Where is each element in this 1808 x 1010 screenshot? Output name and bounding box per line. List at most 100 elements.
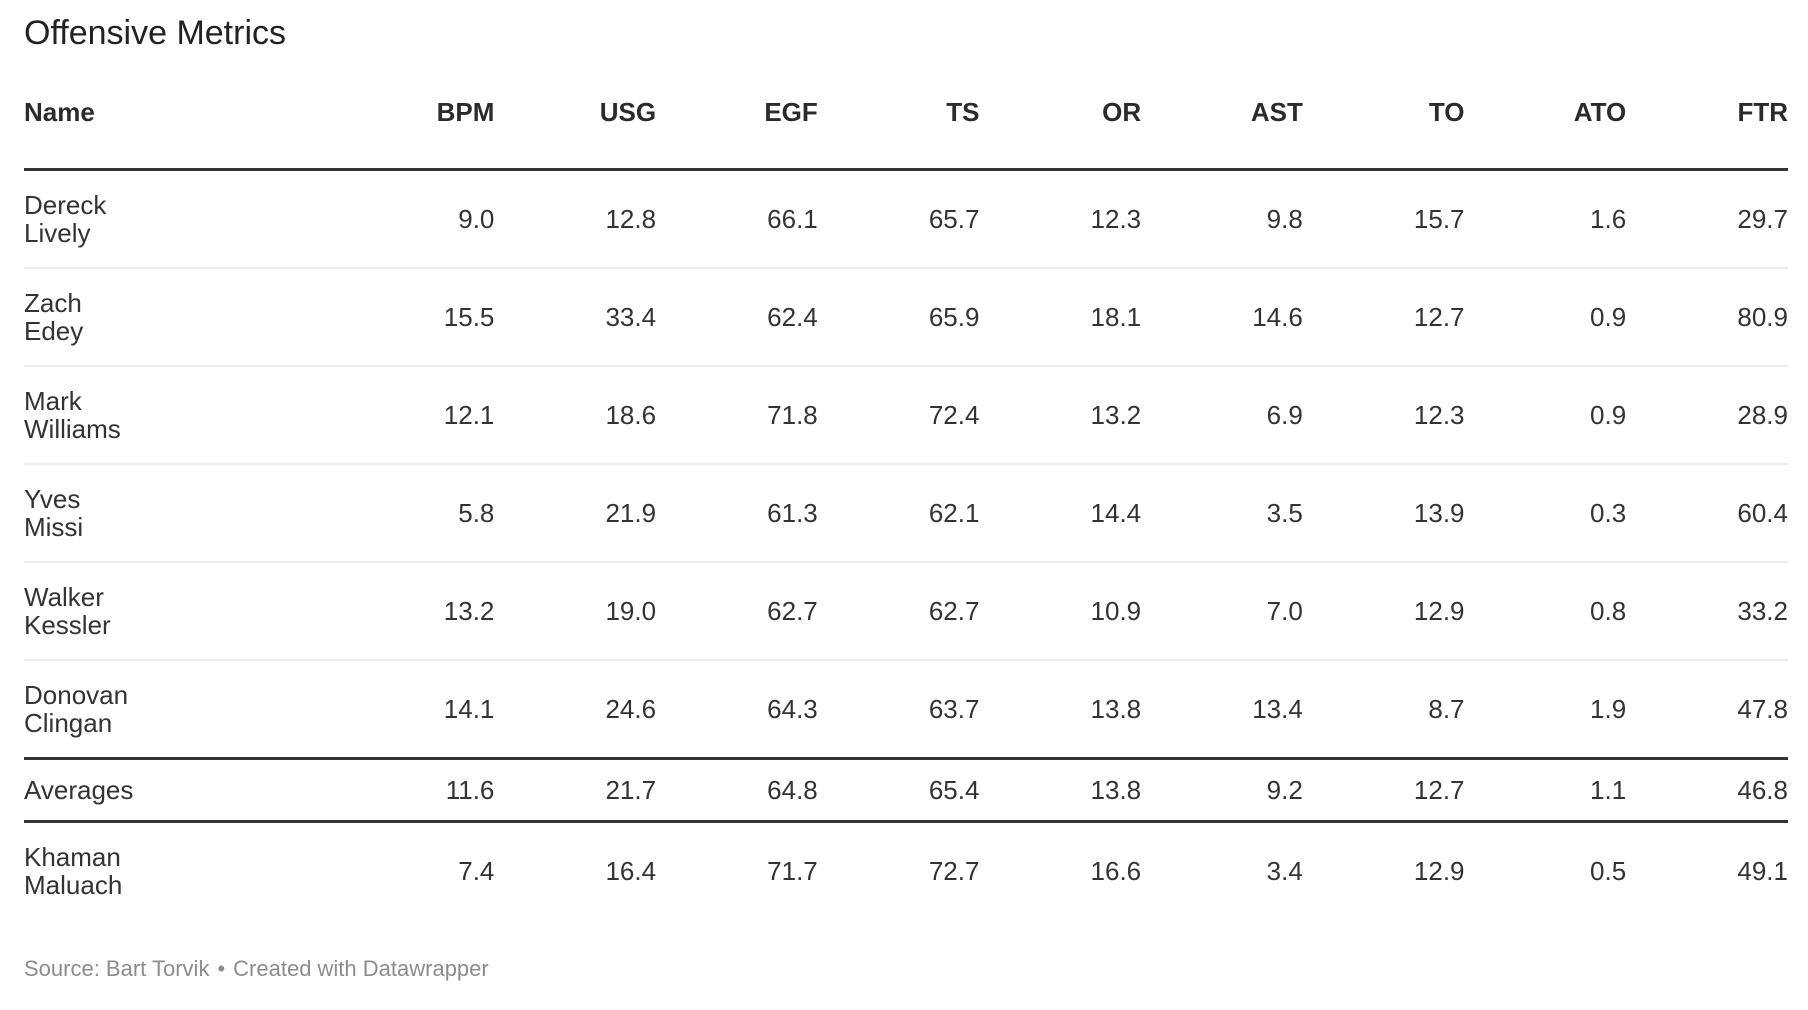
cell-egf: 71.8 <box>656 366 818 465</box>
cell-ts: 65.9 <box>817 268 980 367</box>
cell-ftr: 46.8 <box>1626 757 1788 823</box>
cell-bpm: 14.1 <box>332 660 495 760</box>
cell-ast: 9.8 <box>1141 169 1303 269</box>
cell-bpm: 15.5 <box>332 268 495 367</box>
cell-egf: 61.3 <box>656 464 818 563</box>
cell-or: 12.3 <box>979 169 1142 269</box>
cell-to: 12.9 <box>1413 856 1465 886</box>
cell-ts: 62.7 <box>817 562 980 661</box>
cell-or: 18.1 <box>979 268 1142 367</box>
column-header-egf: EGF <box>656 53 818 171</box>
name-line: Yves <box>24 484 81 514</box>
name-line: Edey <box>24 316 84 346</box>
source-text: Source: Bart Torvik <box>24 956 210 981</box>
summary-row-averages: Averages 11.6 21.7 64.8 65.4 13.8 9.2 12.7 1.1 46… <box>24 757 1788 823</box>
table-row-donovan-clingan: Donovan Clingan 14.1 24.6 64.3 63.7 13.8 13.4 8.… <box>24 660 1788 760</box>
row-name-cell: Khaman Maluach <box>24 822 333 920</box>
name-line: Donovan <box>24 680 129 710</box>
footer: Source: Bart Torvik • Created with Dataw… <box>24 955 1788 983</box>
column-header-to: TO <box>1302 53 1465 171</box>
cell-usg: 12.8 <box>494 169 657 269</box>
cell-usg: 33.4 <box>494 268 657 367</box>
cell-egf: 71.7 <box>767 856 818 886</box>
cell-ts: 72.4 <box>817 366 980 465</box>
cell-bpm: 13.2 <box>332 562 495 661</box>
cell-egf: 62.7 <box>656 562 818 661</box>
column-header-ato: ATO <box>1464 53 1627 171</box>
datawrapper-credit-link[interactable]: Created with Datawrapper <box>233 956 489 981</box>
name-line: Williams <box>24 414 121 444</box>
column-header-ast: AST <box>1141 53 1303 171</box>
name-line: Khaman <box>24 842 121 872</box>
cell-or: 13.8 <box>979 757 1142 823</box>
table-row-walker-kessler: Walker Kessler 13.2 19.0 62.7 62.7 10.9 7.0 12.9… <box>24 562 1788 661</box>
row-name-cell: Yves Missi <box>24 464 333 563</box>
cell-ast: 6.9 <box>1141 366 1303 465</box>
cell-usg: 19.0 <box>494 562 657 661</box>
name-line: Dereck <box>24 190 107 220</box>
cell-bpm: 12.1 <box>332 366 495 465</box>
name-line: Lively <box>24 218 91 248</box>
name-line: Averages <box>24 775 134 805</box>
cell-ato: 0.5 <box>1590 856 1627 886</box>
cell-to: 13.9 <box>1302 464 1465 563</box>
cell-ts: 65.4 <box>817 757 980 823</box>
cell-to: 12.7 <box>1302 268 1465 367</box>
cell-usg: 24.6 <box>494 660 657 760</box>
cell-ast: 14.6 <box>1141 268 1303 367</box>
cell-ts: 62.1 <box>817 464 980 563</box>
name-line: Mark <box>24 386 82 416</box>
cell-to: 15.7 <box>1302 169 1465 269</box>
cell-egf: 62.4 <box>656 268 818 367</box>
table-body: Dereck Lively 9.0 12.8 66.1 65.7 12.3 9.8 15.7 1.… <box>24 169 1788 920</box>
cell-egf: 66.1 <box>656 169 818 269</box>
table-row-dereck-lively: Dereck Lively 9.0 12.8 66.1 65.7 12.3 9.8 15.7 1.… <box>24 169 1788 269</box>
cell-ts: 65.7 <box>817 169 980 269</box>
cell-bpm: 7.4 <box>458 856 495 886</box>
cell-ftr: 47.8 <box>1626 660 1788 760</box>
row-name-cell: Mark Williams <box>24 366 333 465</box>
footer-separator: • <box>217 956 226 981</box>
offensive-metrics-table: Name BPM USG EGF TS OR AST TO ATO FTR Dereck Livel… <box>24 53 1788 919</box>
row-name-cell: Zach Edey <box>24 268 333 367</box>
cell-ato: 0.9 <box>1464 268 1627 367</box>
cell-usg: 21.7 <box>494 757 657 823</box>
chart-title: Offensive Metrics <box>24 14 287 52</box>
cell-usg: 21.9 <box>494 464 657 563</box>
cell-ast: 13.4 <box>1141 660 1303 760</box>
cell-ato: 1.9 <box>1464 660 1627 760</box>
cell-bpm: 9.0 <box>332 169 495 269</box>
cell-bpm: 5.8 <box>332 464 495 563</box>
cell-egf: 64.8 <box>656 757 818 823</box>
cell-ato: 1.6 <box>1464 169 1627 269</box>
row-name-cell: Dereck Lively <box>24 169 333 269</box>
cell-ftr: 49.1 <box>1737 856 1788 886</box>
cell-ftr: 60.4 <box>1626 464 1788 563</box>
column-header-or: OR <box>979 53 1142 171</box>
cell-ftr: 28.9 <box>1626 366 1788 465</box>
cell-ast: 3.4 <box>1266 856 1303 886</box>
row-name-cell: Averages <box>24 757 333 823</box>
cell-or: 10.9 <box>979 562 1142 661</box>
cell-ato: 1.1 <box>1464 757 1627 823</box>
cell-ts: 63.7 <box>817 660 980 760</box>
column-header-usg: USG <box>494 53 657 171</box>
cell-or: 14.4 <box>979 464 1142 563</box>
cell-or: 13.2 <box>979 366 1142 465</box>
header-row: Name BPM USG EGF TS OR AST TO ATO FTR <box>24 53 1788 171</box>
cell-ts: 72.7 <box>928 856 980 886</box>
table-row-zach-edey: Zach Edey 15.5 33.4 62.4 65.9 18.1 14.6 12.7 0.9 8… <box>24 268 1788 367</box>
table-row-mark-williams: Mark Williams 12.1 18.6 71.8 72.4 13.2 6.9 12.3 0… <box>24 366 1788 465</box>
cell-ast: 3.5 <box>1141 464 1303 563</box>
column-header-name: Name <box>24 53 333 171</box>
cell-usg: 18.6 <box>494 366 657 465</box>
cell-ast: 9.2 <box>1141 757 1303 823</box>
row-name-cell: Walker Kessler <box>24 562 333 661</box>
cell-or: 16.6 <box>1090 856 1142 886</box>
name-line: Zach <box>24 288 82 318</box>
cell-bpm: 11.6 <box>332 757 495 823</box>
cell-ato: 0.3 <box>1464 464 1627 563</box>
cell-to: 12.9 <box>1302 562 1465 661</box>
cell-ast: 7.0 <box>1141 562 1303 661</box>
